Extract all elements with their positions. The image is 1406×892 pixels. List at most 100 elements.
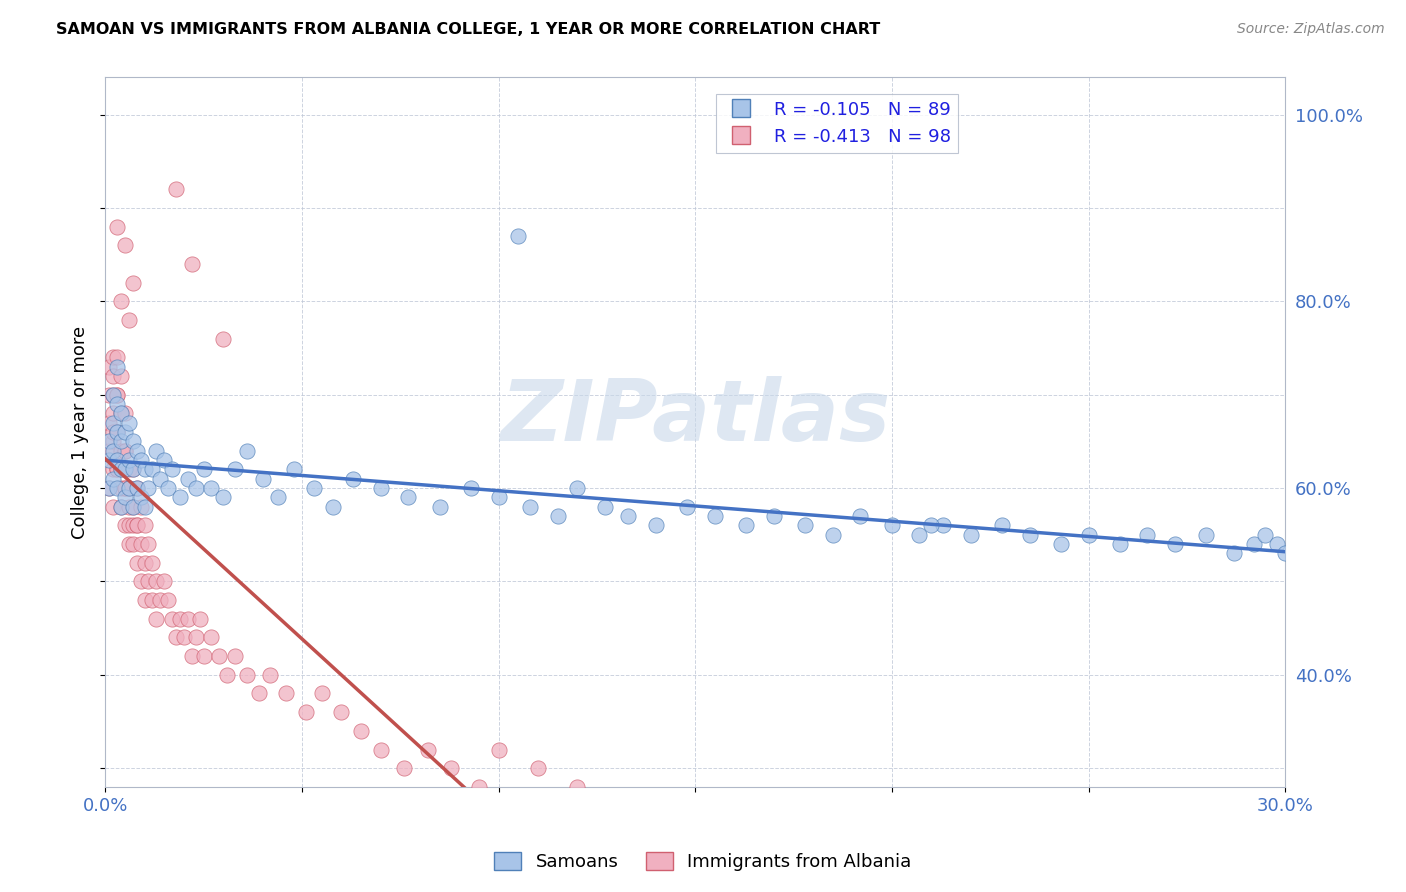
Point (880, 518, 903, 533)
Point (129, 491, 152, 505)
Y-axis label: College, 1 year or more: College, 1 year or more (72, 326, 89, 539)
Point (468, 780, 491, 794)
Point (101, 351, 124, 365)
Point (322, 500, 344, 514)
Point (908, 528, 931, 542)
Point (134, 500, 156, 514)
Point (703, 509, 725, 524)
Legend: R = -0.105   N = 89, R = -0.413   N = 98: R = -0.105 N = 89, R = -0.413 N = 98 (716, 94, 957, 153)
Point (121, 434, 143, 449)
Point (114, 462, 136, 476)
Point (129, 500, 152, 514)
Point (177, 472, 200, 486)
Point (212, 491, 235, 505)
Point (105, 397, 128, 411)
Point (1274, 546, 1296, 560)
Point (114, 481, 136, 495)
Point (114, 491, 136, 505)
Point (101, 462, 124, 476)
Point (105, 388, 128, 402)
Point (105, 462, 128, 476)
Point (370, 481, 392, 495)
Point (180, 257, 202, 271)
Point (311, 686, 333, 700)
Point (125, 556, 148, 570)
Point (121, 500, 143, 514)
Point (129, 537, 152, 551)
Point (121, 462, 143, 476)
Point (110, 500, 132, 514)
Point (118, 518, 141, 533)
Point (177, 612, 200, 626)
Point (1136, 528, 1159, 542)
Point (121, 518, 143, 533)
Point (118, 537, 141, 551)
Point (488, 742, 510, 756)
Point (200, 631, 222, 645)
Point (247, 686, 270, 700)
Point (110, 462, 132, 476)
Point (125, 481, 148, 495)
Point (134, 593, 156, 607)
Point (110, 500, 132, 514)
Point (1109, 537, 1132, 551)
Point (184, 481, 207, 495)
Point (98, 443, 121, 458)
Point (118, 462, 141, 476)
Point (617, 509, 640, 524)
Point (118, 313, 141, 327)
Point (105, 462, 128, 476)
Point (605, 798, 627, 813)
Point (519, 500, 541, 514)
Point (110, 443, 132, 458)
Point (105, 453, 128, 467)
Point (101, 425, 124, 439)
Point (1243, 537, 1265, 551)
Point (527, 761, 550, 775)
Point (160, 612, 183, 626)
Point (188, 612, 211, 626)
Point (118, 500, 141, 514)
Point (105, 219, 128, 234)
Point (283, 462, 305, 476)
Point (294, 705, 316, 719)
Point (821, 528, 844, 542)
Point (105, 359, 128, 374)
Point (567, 481, 589, 495)
Point (1195, 528, 1218, 542)
Point (370, 742, 392, 756)
Point (762, 509, 785, 524)
Point (259, 668, 281, 682)
Text: ZIPatlas: ZIPatlas (501, 376, 890, 459)
Point (110, 481, 132, 495)
Point (350, 723, 373, 738)
Point (508, 229, 530, 244)
Point (676, 500, 699, 514)
Point (110, 294, 132, 309)
Point (173, 631, 195, 645)
Point (101, 472, 124, 486)
Point (121, 500, 143, 514)
Point (114, 443, 136, 458)
Point (920, 518, 942, 533)
Point (101, 388, 124, 402)
Point (547, 509, 569, 524)
Point (735, 518, 758, 533)
Point (193, 649, 215, 664)
Point (105, 351, 128, 365)
Point (134, 462, 156, 476)
Point (110, 434, 132, 449)
Point (644, 518, 666, 533)
Point (114, 443, 136, 458)
Point (460, 481, 482, 495)
Point (118, 481, 141, 495)
Point (141, 556, 163, 570)
Point (593, 500, 616, 514)
Point (129, 574, 152, 589)
Point (145, 612, 167, 626)
Point (184, 631, 207, 645)
Point (138, 537, 160, 551)
Point (932, 518, 955, 533)
Point (157, 593, 180, 607)
Point (98, 481, 121, 495)
